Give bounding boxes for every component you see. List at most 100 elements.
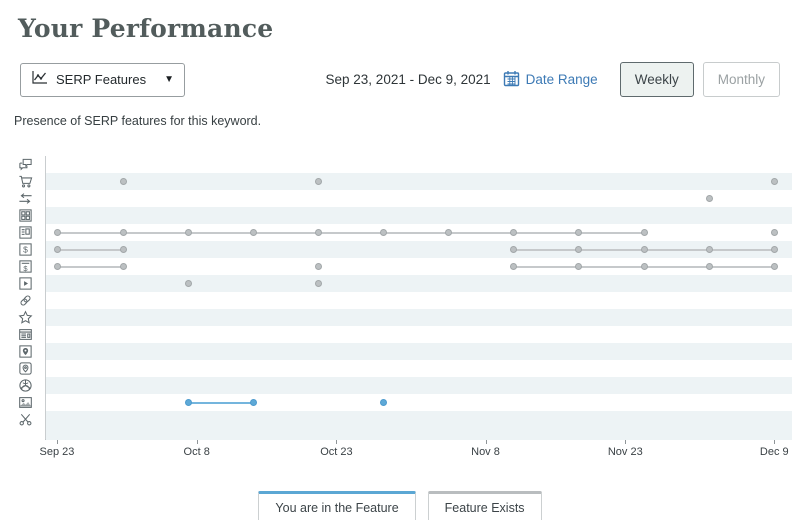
- chart-legend: You are in the Feature Feature Exists: [0, 491, 800, 520]
- legend-feature-exists-button[interactable]: Feature Exists: [427, 491, 542, 520]
- chart-point-knowledge-panel-oct-21[interactable]: [314, 229, 322, 236]
- chart-point-ads-top-sep-30[interactable]: [119, 246, 127, 253]
- chart-point-swap-arrows-dec-2[interactable]: [705, 195, 713, 202]
- chart-point-ads-top-dec-2[interactable]: [705, 246, 713, 253]
- local-pack-icon: [18, 343, 45, 360]
- chart-point-knowledge-panel-oct-28[interactable]: [380, 229, 388, 236]
- chart-point-knowledge-panel-nov-11[interactable]: [510, 229, 518, 236]
- feature-row-band: [46, 326, 792, 343]
- feature-row-band: [46, 241, 792, 258]
- chart-point-ads-top-nov-25[interactable]: [640, 246, 648, 253]
- reviews-icon: [18, 309, 45, 326]
- chart-point-ads-bottom-dec-2[interactable]: [705, 263, 713, 270]
- feature-row-band: [46, 309, 792, 326]
- axis-tick-label: Oct 8: [183, 446, 210, 458]
- feature-row-band: [46, 411, 792, 428]
- chart-point-shopping-results-sep-30[interactable]: [119, 178, 127, 185]
- legend-you-in-feature-button[interactable]: You are in the Feature: [258, 491, 416, 520]
- feature-row-band: [46, 292, 792, 309]
- chart-line-segment: [57, 265, 124, 268]
- chart-point-knowledge-panel-sep-30[interactable]: [119, 229, 127, 236]
- featured-image-icon: [18, 394, 45, 411]
- feature-row-band: [46, 156, 792, 173]
- metric-dropdown[interactable]: SERP Features ▼: [20, 62, 185, 97]
- axis-tick-label: Sep 23: [39, 446, 75, 458]
- line-chart-icon: [31, 70, 48, 90]
- serp-features-chart: $ $ Sep 23 Oct 8 Oct 23 Nov 8 Nov 23 Dec 9: [18, 156, 792, 466]
- shopping-results-icon: [18, 173, 45, 190]
- page-title: Your Performance: [18, 14, 274, 43]
- granularity-toggle: Weekly Monthly: [619, 62, 780, 97]
- chart-point-ads-top-dec-9[interactable]: [770, 246, 778, 253]
- plot-area: [45, 156, 792, 440]
- plot-area-wrap: Sep 23 Oct 8 Oct 23 Nov 8 Nov 23 Dec 9: [40, 156, 792, 466]
- metric-dropdown-label: SERP Features: [56, 72, 147, 87]
- chart-point-ads-bottom-sep-23[interactable]: [54, 263, 62, 270]
- news-box-icon: [18, 326, 45, 343]
- chart-point-ads-bottom-dec-9[interactable]: [770, 263, 778, 270]
- feature-row-band: [46, 394, 792, 411]
- date-range-link[interactable]: Date Range: [503, 70, 598, 90]
- controls-row: SERP Features ▼ Sep 23, 2021 - Dec 9, 20…: [20, 62, 780, 97]
- axis-tick: [56, 440, 58, 444]
- featured-snippet-icon: [18, 411, 45, 428]
- chart-point-knowledge-panel-oct-7[interactable]: [184, 229, 192, 236]
- knowledge-card-icon: [18, 377, 45, 394]
- svg-text:$: $: [23, 264, 28, 273]
- feature-row-band: [46, 190, 792, 207]
- sitelinks-icon: [18, 292, 45, 309]
- chart-point-knowledge-panel-nov-25[interactable]: [640, 229, 648, 236]
- axis-tick: [196, 440, 198, 444]
- chart-point-knowledge-panel-nov-4[interactable]: [445, 229, 453, 236]
- related-questions-icon: [18, 156, 45, 173]
- chart-point-ads-bottom-nov-11[interactable]: [510, 263, 518, 270]
- weekly-button[interactable]: Weekly: [619, 62, 694, 97]
- chart-point-video-oct-7[interactable]: [184, 280, 192, 287]
- axis-tick-label: Dec 9: [759, 446, 789, 458]
- knowledge-panel-icon: [18, 224, 45, 241]
- axis-tick: [485, 440, 487, 444]
- chart-point-ads-bottom-oct-21[interactable]: [314, 263, 322, 270]
- date-range-text: Sep 23, 2021 - Dec 9, 2021: [325, 72, 491, 87]
- chart-point-featured-image-oct-7[interactable]: [184, 399, 192, 406]
- axis-tick-label: Nov 23: [607, 446, 643, 458]
- feature-row-band: [46, 173, 792, 190]
- chart-point-featured-image-oct-14[interactable]: [249, 399, 257, 406]
- axis-tick: [336, 440, 338, 444]
- axis-tick: [625, 440, 627, 444]
- feature-row-band: [46, 377, 792, 394]
- chart-line-segment: [188, 401, 254, 404]
- feature-row-band: [46, 360, 792, 377]
- feature-icon-column: $ $: [18, 156, 45, 466]
- chart-point-featured-image-oct-28[interactable]: [380, 399, 388, 406]
- axis-tick-label: Oct 23: [320, 446, 353, 458]
- chart-point-ads-bottom-nov-18[interactable]: [575, 263, 583, 270]
- svg-text:$: $: [23, 245, 28, 255]
- monthly-button[interactable]: Monthly: [702, 62, 780, 97]
- chart-description: Presence of SERP features for this keywo…: [14, 114, 262, 128]
- swap-arrows-icon: [18, 190, 45, 207]
- chart-point-knowledge-panel-nov-18[interactable]: [575, 229, 583, 236]
- axis-tick: [774, 440, 776, 444]
- calendar-icon: [503, 70, 520, 90]
- chart-point-knowledge-panel-sep-23[interactable]: [54, 229, 62, 236]
- chart-point-knowledge-panel-oct-14[interactable]: [249, 229, 257, 236]
- video-icon: [18, 275, 45, 292]
- chart-point-shopping-results-oct-21[interactable]: [314, 178, 322, 185]
- ads-top-icon: $: [18, 241, 45, 258]
- chart-point-shopping-results-dec-9[interactable]: [770, 178, 778, 185]
- chart-point-video-oct-21[interactable]: [314, 280, 322, 287]
- ads-bottom-icon: $: [18, 258, 45, 275]
- chart-point-ads-bottom-sep-30[interactable]: [119, 263, 127, 270]
- feature-row-band: [46, 207, 792, 224]
- chart-line-segment: [57, 248, 124, 251]
- feature-row-band: [46, 428, 792, 440]
- chart-point-ads-top-sep-23[interactable]: [54, 246, 62, 253]
- date-controls: Sep 23, 2021 - Dec 9, 2021 Date Range We…: [326, 62, 780, 97]
- chart-point-knowledge-panel-dec-9[interactable]: [770, 229, 778, 236]
- chart-point-ads-top-nov-18[interactable]: [575, 246, 583, 253]
- chart-point-ads-top-nov-11[interactable]: [510, 246, 518, 253]
- chart-point-ads-bottom-nov-25[interactable]: [640, 263, 648, 270]
- feature-row-band: [46, 343, 792, 360]
